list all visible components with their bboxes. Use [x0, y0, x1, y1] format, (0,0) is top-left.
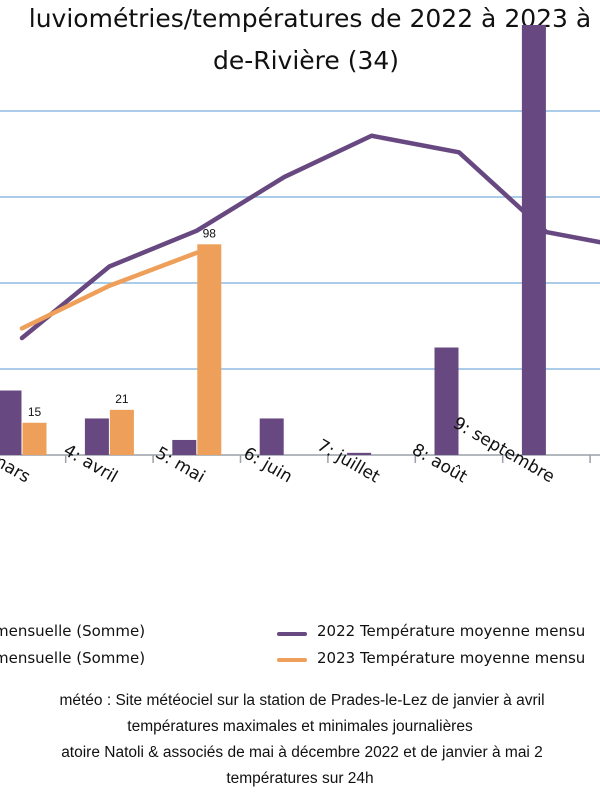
bar-2022-2 [172, 439, 197, 455]
bar-2023-1 [109, 409, 134, 455]
data-label-2023-0: 15 [28, 405, 42, 419]
legend-label: mensuelle (Somme) [0, 649, 146, 667]
source-line-3: atoire Natoli & associés de mai à décemb… [61, 744, 543, 761]
bar-2022-5 [434, 347, 459, 455]
source-line-2: températures maximales et minimales jour… [127, 718, 473, 735]
source-line-1: météo : Site météociel sur la station de… [59, 692, 545, 709]
bar-2023-2 [197, 244, 222, 455]
bar-2022-1 [84, 418, 109, 455]
bar-2022-4 [347, 452, 372, 455]
legend-swatch-2022-temperature [277, 632, 307, 636]
legend-swatch-2023-temperature [277, 658, 307, 662]
x-tick-label: 7: juillet [314, 436, 384, 488]
data-label-2023-2: 98 [203, 226, 217, 240]
legend-label: mensuelle (Somme) [0, 622, 146, 640]
bar-2022-3 [259, 418, 284, 455]
legend-label: 2023 Température moyenne mensu [317, 649, 586, 667]
data-label-2023-1: 21 [115, 392, 129, 406]
legend-label: 2022 Température moyenne mensu [317, 622, 586, 640]
chart-title-line-1: luviométries/températures de 2022 à 2023… [28, 4, 592, 33]
line-2023-temperature [19, 250, 200, 331]
bar-2022-6 [521, 25, 546, 455]
chart-title-line-2: de-Rivière (34) [212, 46, 400, 75]
line-2022-temperature [19, 133, 600, 341]
source-line-4: températures sur 24h [226, 770, 374, 787]
legend-item-2022-temperature: 2022 Température moyenne mensu [317, 622, 585, 640]
bar-2022-0 [0, 390, 22, 455]
legend-item-2022-rainfall: mensuelle (Somme) [0, 622, 145, 640]
legend-item-2023-temperature: 2023 Température moyenne mensu [317, 649, 585, 667]
bar-2023-0 [22, 422, 47, 455]
legend-item-2023-rainfall: mensuelle (Somme) [0, 649, 145, 667]
